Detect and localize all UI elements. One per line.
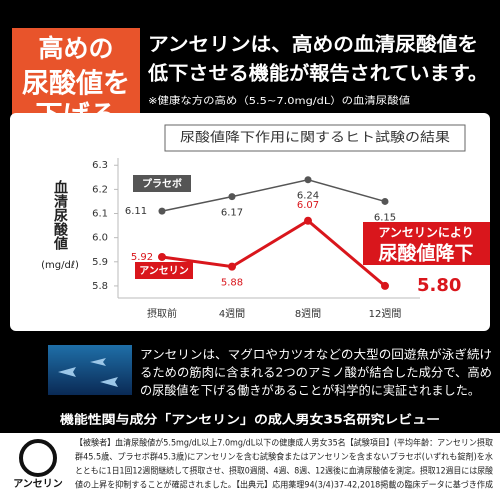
y-tick-label: 6.0 [92,233,108,244]
title-box [164,124,466,152]
footnote: 群45.5歳、プラセボ群45.3歳)にアンセリンを含む試験食またはアンセリンを含… [75,452,493,463]
legend-label: アンセリン [139,265,189,277]
legend-label: プラセボ [142,177,182,190]
footer [0,433,500,500]
y-axis-label: 血清尿酸値 [52,179,69,251]
point [304,176,312,184]
note: ※健康な方の高め（5.5~7.0mg/dL）の血清尿酸値 [148,94,410,107]
annotation: アンセリンにより [378,226,473,240]
study: 機能性関与成分「アンセリン」の成人男女35名研究レビュー [60,412,440,427]
value-label: 6.15 [374,212,396,223]
chart-panel [10,113,490,331]
plot: 5.8 5.9 6.0 6.1 6.2 6.3 摂取前 4週間 8週間 12週間 6.11 6.17 6… [92,158,461,320]
fish-image [48,345,132,395]
annotation: 尿酸値降下 [378,242,473,265]
point [228,193,236,201]
value-label: 6.24 [297,191,319,202]
badge-line: 尿酸値を [22,69,130,100]
logo: アンセリン [13,478,63,490]
chart-title: 尿酸値降下作用に関するヒト試験の結果 [180,130,450,146]
y-tick-label: 6.1 [92,209,108,220]
y-tick-label: 6.3 [92,160,108,171]
value-label: 6.07 [297,200,319,211]
point [228,262,236,271]
series-line [161,218,386,288]
point [304,216,312,225]
value-label: 5.92 [131,252,153,263]
headline: アンセリンは、高めの血清尿酸値を [148,33,478,56]
y-tick-label: 5.9 [92,257,108,268]
badge-line: 高めの [38,34,113,63]
description: アンセリンは、マグロやカツオなどの大型の回遊魚が泳ぎ続け [140,347,492,362]
point [381,197,389,205]
logo-mark [19,439,57,477]
headline: 低下させる機能が報告されています。 [147,62,488,85]
point [158,252,166,261]
value-label: 5.80 [417,275,461,296]
x-tick-label: 8週間 [295,308,321,320]
footnote: 値の上昇を抑制することが確認されました。【出典元】応用薬理94(3/4)37-4… [75,480,493,491]
value-label: 5.88 [221,278,243,289]
y-axis-unit: (mg/dℓ) [41,260,79,271]
value-label: 6.17 [221,208,243,219]
fish-shapes [58,358,118,387]
description: るための筋肉に含まれる2つのアミノ酸が結合した成分で、高め [140,365,492,380]
x-tick-label: 12週間 [369,308,402,320]
footnote: とともに1日1回12週間継続して摂取させ、摂取0週間、4週、8週、12週後に血清… [75,466,493,477]
point [158,207,166,215]
footnote: 【被験者】血清尿酸値が5.5mg/dL以上7.0mg/dL以下の健康成人男女35… [75,438,493,449]
y-tick-label: 5.8 [92,281,108,292]
point [381,281,389,290]
series-line [161,178,386,212]
x-tick-label: 摂取前 [147,307,177,320]
value-label: 6.11 [125,206,147,217]
x-tick-label: 4週間 [219,308,245,320]
description: の尿酸値を下げる働きがあることが科学的に実証されました。 [140,383,480,398]
legend-swatch [135,262,193,279]
legend-swatch [133,175,191,192]
annotation-box [363,222,490,265]
y-tick-label: 6.2 [92,184,108,195]
